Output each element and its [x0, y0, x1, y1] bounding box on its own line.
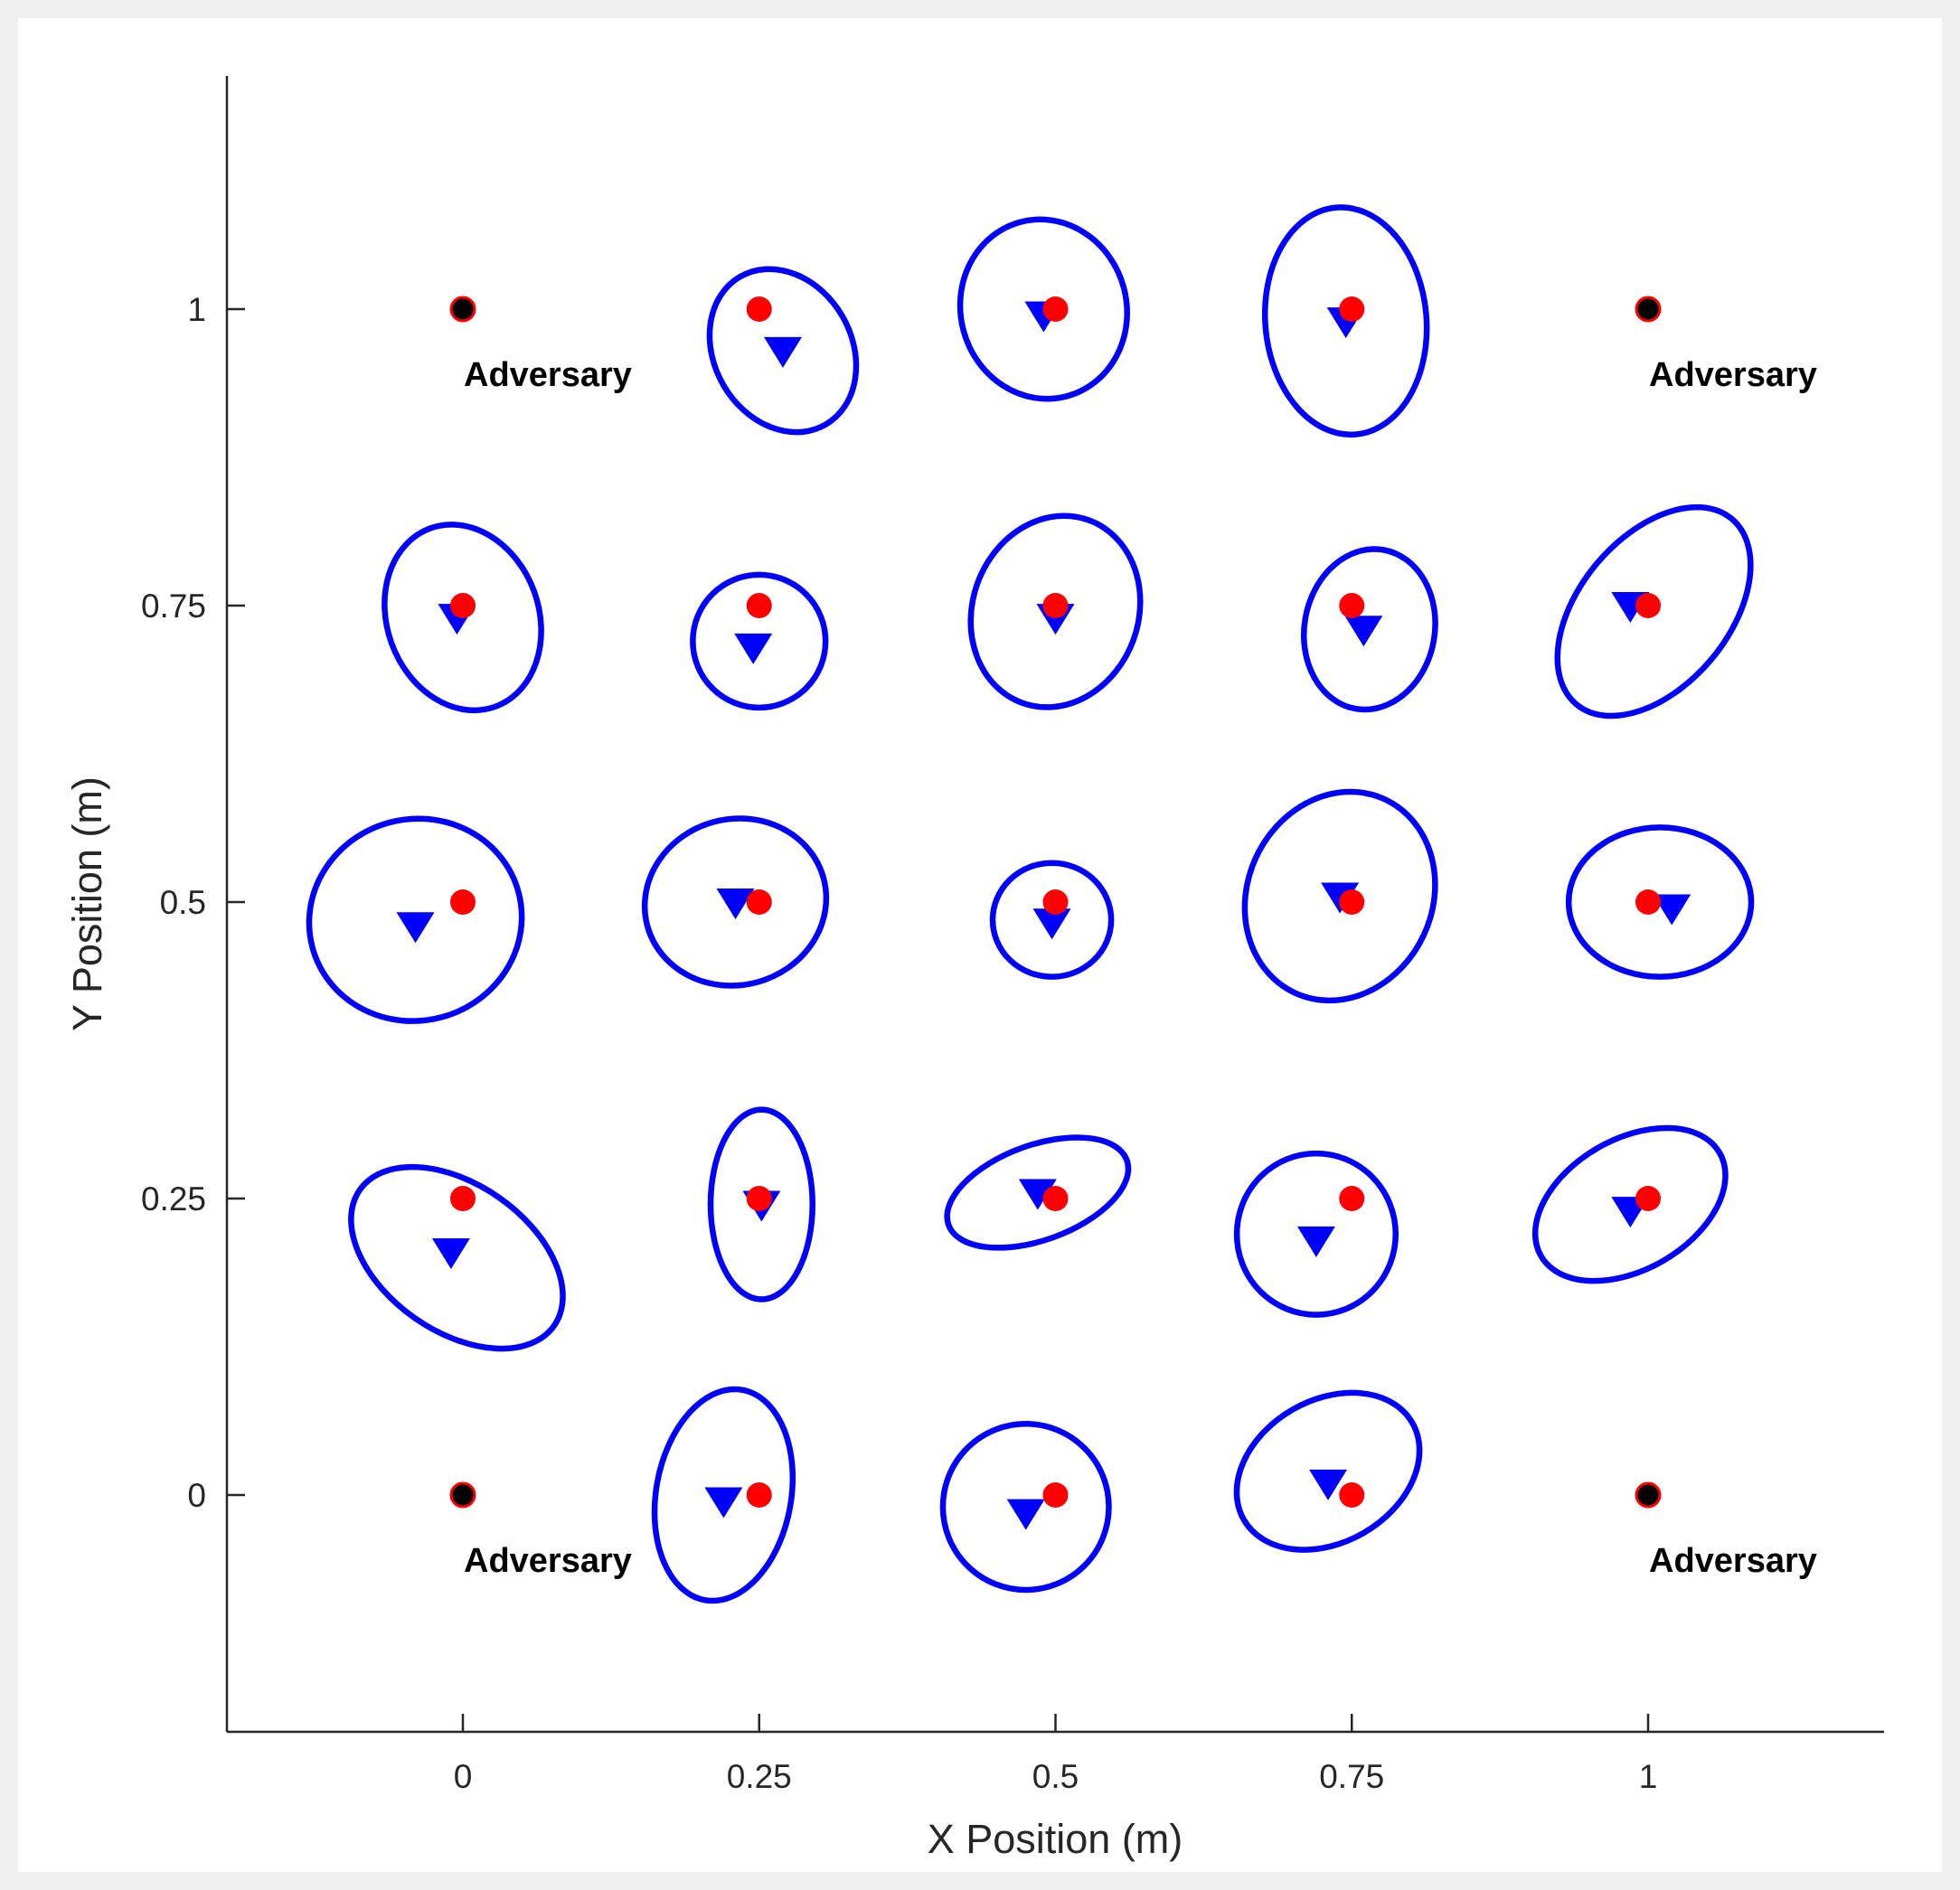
adversaries-layer: Adversary Adversary Adversary Adversary	[449, 296, 1817, 1580]
true-position-marker	[1339, 593, 1365, 618]
true-position-marker	[1635, 1186, 1661, 1211]
true-position-marker	[1339, 1482, 1365, 1508]
x-ticks: 0 0.25 0.5 0.75 1	[454, 1714, 1658, 1795]
true-position-marker	[1042, 296, 1069, 322]
x-tick-label: 0	[454, 1758, 473, 1795]
estimate-marker	[1653, 894, 1691, 926]
confidence-ellipse	[956, 216, 1130, 402]
confidence-ellipse	[967, 512, 1144, 710]
y-tick-label: 0	[187, 1477, 206, 1514]
true-position-marker	[1339, 296, 1365, 322]
confidence-ellipse	[1233, 1150, 1399, 1318]
y-tick-label: 0.75	[141, 588, 206, 625]
confidence-ellipse	[989, 860, 1115, 980]
true-position-marker	[1042, 889, 1069, 915]
x-axis-label: X Position (m)	[928, 1816, 1183, 1862]
estimate-marker	[1018, 1179, 1057, 1210]
estimate-marker	[734, 633, 773, 664]
estimate-marker	[763, 336, 802, 368]
confidence-ellipse	[690, 571, 829, 711]
adversary-marker	[449, 296, 476, 323]
adversary-label: Adversary	[464, 356, 632, 394]
true-position-marker	[450, 889, 476, 915]
true-position-marker	[746, 593, 772, 618]
confidence-ellipse	[707, 1106, 815, 1302]
confidence-ellipse	[1554, 503, 1754, 719]
confidence-ellipse	[939, 1421, 1112, 1594]
adversary-marker	[449, 1481, 476, 1509]
estimate-marker	[1309, 1469, 1348, 1500]
estimate-marker	[704, 1487, 743, 1519]
y-tick-label: 0.25	[141, 1180, 206, 1218]
confidence-ellipse	[706, 266, 860, 436]
estimate-marker	[1344, 616, 1383, 647]
true-position-marker	[746, 1186, 772, 1211]
estimate-marker	[396, 912, 435, 944]
estimate-marker	[1032, 908, 1071, 940]
confidence-ellipse	[1241, 788, 1438, 1004]
y-ticks: 0 0.25 0.5 0.75 1	[141, 291, 245, 1514]
x-tick-label: 0.75	[1319, 1758, 1384, 1795]
true-position-marker	[1042, 593, 1069, 618]
confidence-ellipse	[641, 815, 830, 989]
plot-area	[18, 18, 1942, 1872]
estimate-marker	[1006, 1499, 1045, 1530]
true-position-marker	[746, 296, 772, 322]
confidence-ellipse	[1300, 546, 1438, 713]
true-position-marker	[450, 593, 476, 618]
confidence-ellipse	[1565, 824, 1755, 980]
true-position-marker	[1042, 1186, 1069, 1211]
x-tick-label: 0.5	[1032, 1758, 1079, 1795]
confidence-ellipse	[348, 1163, 566, 1352]
y-tick-label: 1	[187, 291, 206, 328]
y-axis-label: Y Position (m)	[64, 776, 110, 1031]
true-positions-layer	[450, 296, 1661, 1508]
estimate-marker	[431, 1238, 470, 1270]
adversary-label: Adversary	[1649, 1542, 1817, 1580]
true-position-marker	[1339, 889, 1365, 915]
x-tick-label: 0.25	[727, 1758, 792, 1795]
adversary-label: Adversary	[1649, 356, 1817, 394]
x-tick-label: 1	[1639, 1758, 1658, 1795]
true-position-marker	[746, 889, 772, 915]
confidence-ellipse	[1531, 1124, 1729, 1284]
estimate-marker	[716, 889, 755, 919]
true-position-marker	[450, 1186, 476, 1211]
adversary-marker	[1635, 1481, 1662, 1509]
confidence-ellipse	[306, 815, 525, 1024]
estimate-marker	[1296, 1226, 1335, 1257]
confidence-ellipse	[382, 522, 544, 714]
true-position-marker	[1635, 889, 1661, 915]
true-position-marker	[746, 1482, 772, 1508]
confidence-ellipse	[944, 1134, 1132, 1251]
adversary-marker	[1635, 296, 1662, 323]
adversary-label: Adversary	[464, 1542, 632, 1580]
confidence-ellipse	[1233, 1389, 1423, 1553]
true-position-marker	[1042, 1482, 1069, 1508]
true-position-marker	[1635, 593, 1661, 618]
y-tick-label: 0.5	[160, 884, 206, 921]
true-position-marker	[1339, 1186, 1365, 1211]
confidence-ellipse	[1261, 204, 1430, 438]
ellipses-layer	[306, 204, 1755, 1604]
confidence-ellipse	[651, 1386, 796, 1604]
